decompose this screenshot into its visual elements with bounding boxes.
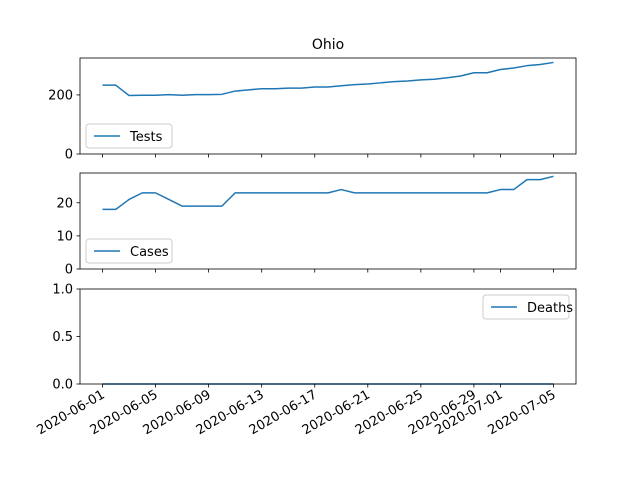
y-tick-label: 20 — [56, 196, 73, 211]
panel-cases: 0 10 20 Cases — [56, 172, 577, 278]
y-tick-label: 1.0 — [52, 283, 73, 298]
legend-label: Cases — [130, 245, 169, 260]
axes-frame — [79, 57, 577, 155]
cases-legend: Cases — [85, 238, 173, 264]
tests-series-line — [102, 61, 554, 97]
y-tick-label: 0.5 — [52, 330, 73, 345]
legend-label: Tests — [129, 130, 163, 145]
panel-tests: 0 200 Tests — [48, 57, 577, 163]
y-tick-label: 200 — [48, 88, 73, 103]
chart-title: Ohio — [312, 37, 344, 53]
y-tick-label: 10 — [56, 229, 73, 244]
legend-box — [85, 123, 173, 149]
deaths-legend: Deaths — [482, 294, 573, 320]
legend-box — [482, 294, 570, 320]
y-tick-label: 0 — [65, 148, 73, 163]
panel-deaths: 0.0 0.5 1.0 Deaths — [52, 283, 577, 393]
legend-label: Deaths — [527, 301, 573, 316]
axes-frame — [79, 172, 577, 270]
tests-legend: Tests — [85, 123, 173, 149]
cases-series-line — [102, 175, 554, 211]
y-tick-label: 0 — [65, 263, 73, 278]
y-tick-label: 0.0 — [52, 378, 73, 393]
legend-box — [85, 238, 173, 264]
